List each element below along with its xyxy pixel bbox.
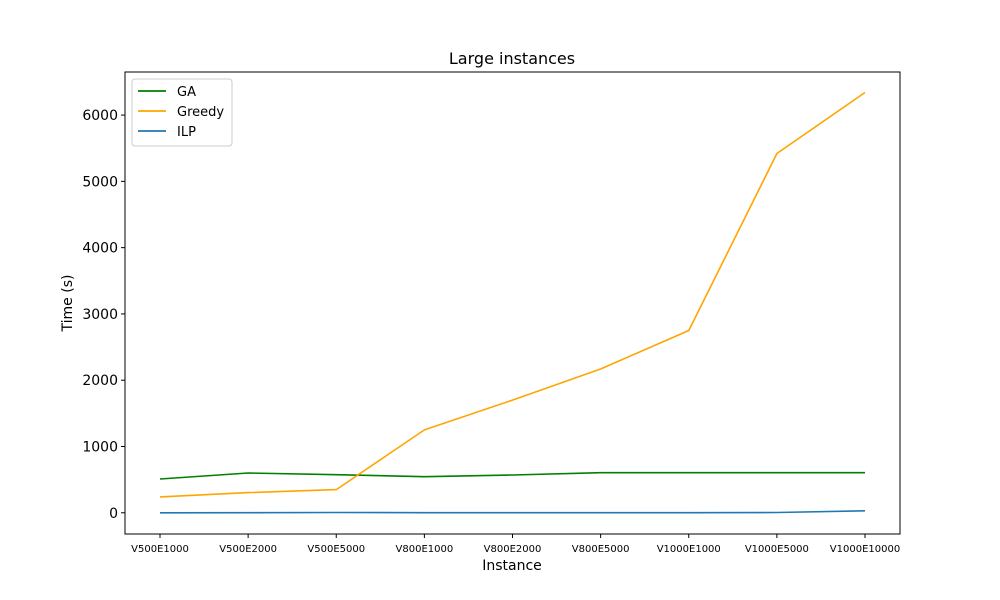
- x-tick-label: V1000E10000: [830, 544, 900, 555]
- y-axis: 0 1000 2000 3000 4000 5000 6000: [82, 108, 125, 522]
- y-tick-label: 2000: [82, 373, 118, 389]
- x-axis-label: Instance: [482, 558, 542, 574]
- legend: GA Greedy ILP: [132, 79, 232, 146]
- y-axis-label: Time (s): [60, 275, 76, 333]
- x-tick-label: V1000E5000: [745, 544, 809, 555]
- legend-label-ilp: ILP: [177, 125, 196, 140]
- y-tick-label: 3000: [82, 307, 118, 323]
- y-tick-label: 0: [109, 506, 118, 522]
- x-tick-label: V500E5000: [307, 544, 365, 555]
- y-tick-label: 5000: [82, 174, 118, 190]
- legend-label-ga: GA: [177, 85, 196, 100]
- plot-area: [160, 93, 865, 513]
- y-tick-label: 4000: [82, 241, 118, 257]
- x-tick-label: V1000E1000: [657, 544, 721, 555]
- series-line-ilp: [160, 511, 865, 513]
- x-tick-label: V800E5000: [572, 544, 630, 555]
- x-tick-label: V800E1000: [396, 544, 454, 555]
- series-line-greedy: [160, 93, 865, 497]
- plot-frame: [125, 72, 900, 534]
- series-line-ga: [160, 473, 865, 479]
- y-tick-label: 1000: [82, 440, 118, 456]
- x-tick-label: V500E2000: [219, 544, 277, 555]
- legend-label-greedy: Greedy: [177, 105, 224, 120]
- chart-title: Large instances: [449, 49, 575, 68]
- y-tick-label: 6000: [82, 108, 118, 124]
- x-axis: V500E1000 V500E2000 V500E5000 V800E1000 V800…: [131, 534, 900, 555]
- x-tick-label: V500E1000: [131, 544, 189, 555]
- x-tick-label: V800E2000: [484, 544, 542, 555]
